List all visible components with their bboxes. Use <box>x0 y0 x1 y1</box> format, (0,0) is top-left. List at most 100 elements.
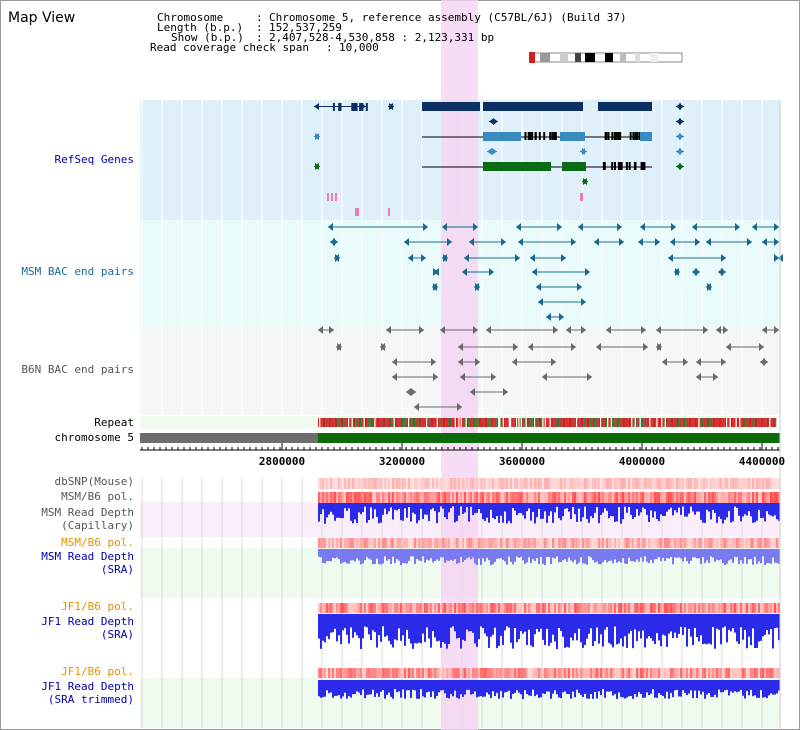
read-depth-bar <box>546 680 548 692</box>
read-depth-bar <box>770 680 772 694</box>
read-depth-bar <box>736 549 738 558</box>
polymorphism-cell <box>632 668 634 678</box>
read-depth-bar <box>754 549 756 557</box>
polymorphism-cell <box>532 668 534 678</box>
polymorphism-cell <box>642 603 644 613</box>
read-depth-bar <box>470 680 472 695</box>
polymorphism-cell <box>334 668 336 678</box>
read-depth-bar <box>648 503 650 522</box>
polymorphism-cell <box>344 478 346 489</box>
repeat-segment <box>334 418 336 427</box>
read-depth-bar <box>474 680 476 692</box>
polymorphism-cell <box>510 478 512 489</box>
polymorphism-cell <box>498 478 500 489</box>
track-label-jf1-depth-trim-1[interactable]: JF1 Read Depth <box>41 680 134 693</box>
polymorphism-cell <box>724 603 726 613</box>
read-depth-bar <box>744 503 746 515</box>
read-depth-bar <box>684 549 686 558</box>
read-depth-bar <box>658 614 660 641</box>
polymorphism-cell <box>540 478 542 489</box>
polymorphism-cell <box>686 603 688 613</box>
read-depth-bar <box>346 549 348 564</box>
read-depth-bar <box>610 503 612 517</box>
read-depth-bar <box>464 614 466 641</box>
bac-end-marker <box>515 254 520 262</box>
read-depth-bar <box>332 503 334 515</box>
read-depth-bar <box>582 680 584 698</box>
track-label-jf1-pol-2[interactable]: JF1/B6 pol. <box>61 665 134 678</box>
read-depth-bar <box>698 680 700 691</box>
polymorphism-cell <box>380 603 382 613</box>
gene-fragment <box>327 193 329 201</box>
repeat-segment <box>770 418 772 427</box>
read-depth-bar <box>528 614 530 630</box>
repeat-segment <box>752 418 754 427</box>
polymorphism-cell <box>706 492 708 503</box>
polymorphism-cell <box>704 478 706 489</box>
read-depth-bar <box>630 680 632 696</box>
read-depth-bar <box>376 614 378 648</box>
track-label-msm-pol-1[interactable]: MSM/B6 pol. <box>61 490 134 503</box>
read-depth-bar <box>718 680 720 690</box>
read-depth-bar <box>726 680 728 690</box>
polymorphism-cell <box>402 478 404 489</box>
read-depth-bar <box>714 503 716 513</box>
read-depth-bar <box>552 614 554 635</box>
polymorphism-cell <box>480 492 482 503</box>
read-depth-bar <box>532 503 534 512</box>
polymorphism-cell <box>692 478 694 489</box>
gene-exon <box>551 132 554 140</box>
polymorphism-cell <box>318 538 320 548</box>
polymorphism-cell <box>460 668 462 678</box>
track-label-b6n-bac[interactable]: B6N BAC end pairs <box>21 363 134 376</box>
polymorphism-cell <box>412 668 414 678</box>
track-label-refseq[interactable]: RefSeq Genes <box>54 153 134 166</box>
read-depth-bar <box>778 680 780 691</box>
track-label-msm-pol-2[interactable]: MSM/B6 pol. <box>61 536 134 549</box>
polymorphism-cell <box>774 538 776 548</box>
track-label-msm-depth-cap-1[interactable]: MSM Read Depth <box>41 506 134 519</box>
polymorphism-cell <box>332 603 334 613</box>
polymorphism-cell <box>360 603 362 613</box>
repeat-segment <box>324 418 326 427</box>
read-depth-bar <box>516 503 518 516</box>
polymorphism-cell <box>632 478 634 489</box>
repeat-segment <box>424 418 426 427</box>
polymorphism-cell <box>728 492 730 503</box>
polymorphism-cell <box>324 492 326 503</box>
polymorphism-cell <box>522 668 524 678</box>
repeat-segment <box>596 418 598 427</box>
track-label-jf1-depth-sra-1[interactable]: JF1 Read Depth <box>41 615 134 628</box>
track-label-msm-depth-sra-1[interactable]: MSM Read Depth <box>41 550 134 563</box>
gene-exon <box>553 132 556 140</box>
polymorphism-cell <box>638 478 640 489</box>
read-depth-bar <box>358 680 360 693</box>
track-label-msm-bac[interactable]: MSM BAC end pairs <box>21 265 134 278</box>
polymorphism-cell <box>730 478 732 489</box>
polymorphism-cell <box>476 603 478 613</box>
repeat-segment <box>451 418 453 427</box>
polymorphism-cell <box>756 492 758 503</box>
read-depth-bar <box>352 680 354 695</box>
read-depth-bar <box>484 503 486 521</box>
repeat-segment <box>706 418 708 427</box>
polymorphism-cell <box>730 668 732 678</box>
repeat-segment <box>541 418 543 427</box>
read-depth-bar <box>712 680 714 697</box>
polymorphism-cell <box>646 478 648 489</box>
polymorphism-cell <box>398 668 400 678</box>
read-depth-bar <box>504 549 506 562</box>
read-depth-bar <box>402 503 404 521</box>
read-depth-bar <box>446 503 448 520</box>
track-label-jf1-pol-1[interactable]: JF1/B6 pol. <box>61 600 134 613</box>
read-depth-bar <box>386 503 388 515</box>
polymorphism-cell <box>654 668 656 678</box>
polymorphism-cell <box>430 492 432 503</box>
read-depth-bar <box>620 614 622 639</box>
track-label-dbsnp[interactable]: dbSNP(Mouse) <box>54 475 134 488</box>
read-depth-bar <box>708 614 710 644</box>
polymorphism-cell <box>654 478 656 489</box>
polymorphism-cell <box>618 603 620 613</box>
track-label-repeat[interactable]: Repeat <box>94 416 134 429</box>
